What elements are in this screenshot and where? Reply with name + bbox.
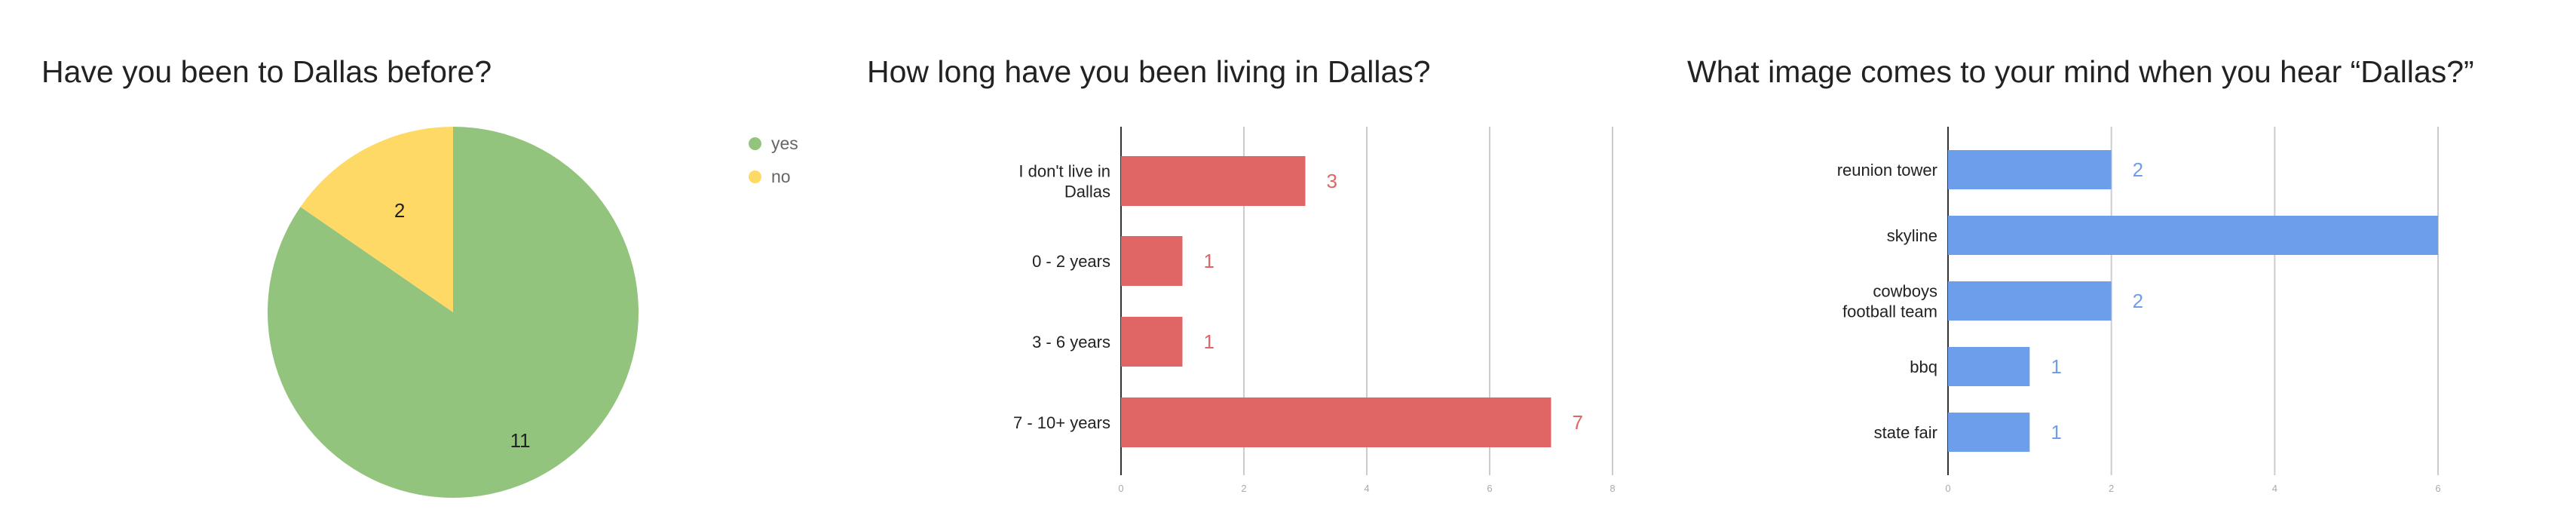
category-label: football team bbox=[1842, 302, 1937, 321]
category-label: state fair bbox=[1874, 423, 1937, 442]
bar bbox=[1948, 413, 2030, 452]
x-axis-tick-label: 2 bbox=[1241, 483, 1246, 494]
legend-item-no: no bbox=[749, 160, 798, 193]
pie-chart: 11 2 bbox=[268, 127, 639, 499]
category-label: reunion tower bbox=[1837, 161, 1937, 180]
category-label: bbq bbox=[1910, 358, 1937, 376]
chart-title: What image comes to your mind when you h… bbox=[1687, 54, 2474, 89]
category-label: skyline bbox=[1887, 226, 1937, 245]
bar-value-label: 1 bbox=[1204, 330, 1214, 353]
legend-swatch bbox=[749, 170, 761, 183]
chart-legend: yes no bbox=[749, 127, 798, 193]
category-label: Dallas bbox=[1064, 183, 1110, 201]
bar-value-label: 1 bbox=[1204, 250, 1214, 272]
x-axis-tick-label: 6 bbox=[1487, 483, 1492, 494]
bar-value-label: 7 bbox=[1573, 411, 1583, 434]
category-label: 3 - 6 years bbox=[1032, 333, 1110, 351]
chart-title: Have you been to Dallas before? bbox=[41, 54, 492, 89]
legend-item-yes: yes bbox=[749, 127, 798, 160]
pie-slice-yes bbox=[268, 127, 639, 499]
pie-chart-panel: Have you been to Dallas before? 11 2 yes n… bbox=[0, 0, 822, 531]
bar bbox=[1121, 156, 1306, 206]
category-label: I don't live in bbox=[1018, 162, 1110, 181]
bar-value-label: 2 bbox=[2133, 290, 2143, 312]
x-axis-tick-label: 2 bbox=[2109, 483, 2114, 494]
pie-slice-no bbox=[300, 127, 453, 312]
x-axis-tick-label: 6 bbox=[2435, 483, 2440, 494]
bar-value-label: 1 bbox=[2051, 421, 2061, 444]
legend-label: yes bbox=[771, 133, 798, 153]
pie-slice-value-label: 2 bbox=[394, 199, 405, 222]
category-label: 7 - 10+ years bbox=[1013, 413, 1110, 432]
x-axis-tick-label: 0 bbox=[1945, 483, 1950, 494]
dallas-image-chart-panel: What image comes to your mind when you h… bbox=[1643, 0, 2576, 531]
bar bbox=[1121, 397, 1551, 447]
bar bbox=[1948, 281, 2112, 321]
bar bbox=[1948, 347, 2030, 386]
chart-title: How long have you been living in Dallas? bbox=[867, 54, 1431, 89]
bar-value-label: 2 bbox=[2133, 158, 2143, 181]
bar-value-label: 3 bbox=[1327, 170, 1337, 192]
bar-chart: 0 2 4 6 reunion tower 2 skyline cowboysfootball… bbox=[1837, 127, 2441, 494]
x-axis-tick-label: 4 bbox=[2272, 483, 2277, 494]
bar-chart: 0 2 4 6 8 I don't live in Dallas 3 0 - 2 years 1 3… bbox=[1013, 127, 1616, 494]
bar bbox=[1121, 236, 1183, 286]
bar bbox=[1948, 216, 2438, 255]
bar bbox=[1948, 150, 2112, 189]
category-label: cowboys bbox=[1873, 282, 1937, 301]
x-axis-tick-label: 0 bbox=[1118, 483, 1123, 494]
bar-value-label: 1 bbox=[2051, 355, 2061, 378]
x-axis-tick-label: 4 bbox=[1364, 483, 1369, 494]
pie-slice-value-label: 11 bbox=[510, 429, 531, 452]
legend-swatch bbox=[749, 137, 761, 150]
legend-label: no bbox=[771, 166, 791, 186]
category-label: 0 - 2 years bbox=[1032, 252, 1110, 271]
bar bbox=[1121, 317, 1183, 367]
x-axis-tick-label: 8 bbox=[1610, 483, 1615, 494]
living-duration-chart-panel: How long have you been living in Dallas?… bbox=[822, 0, 1643, 531]
